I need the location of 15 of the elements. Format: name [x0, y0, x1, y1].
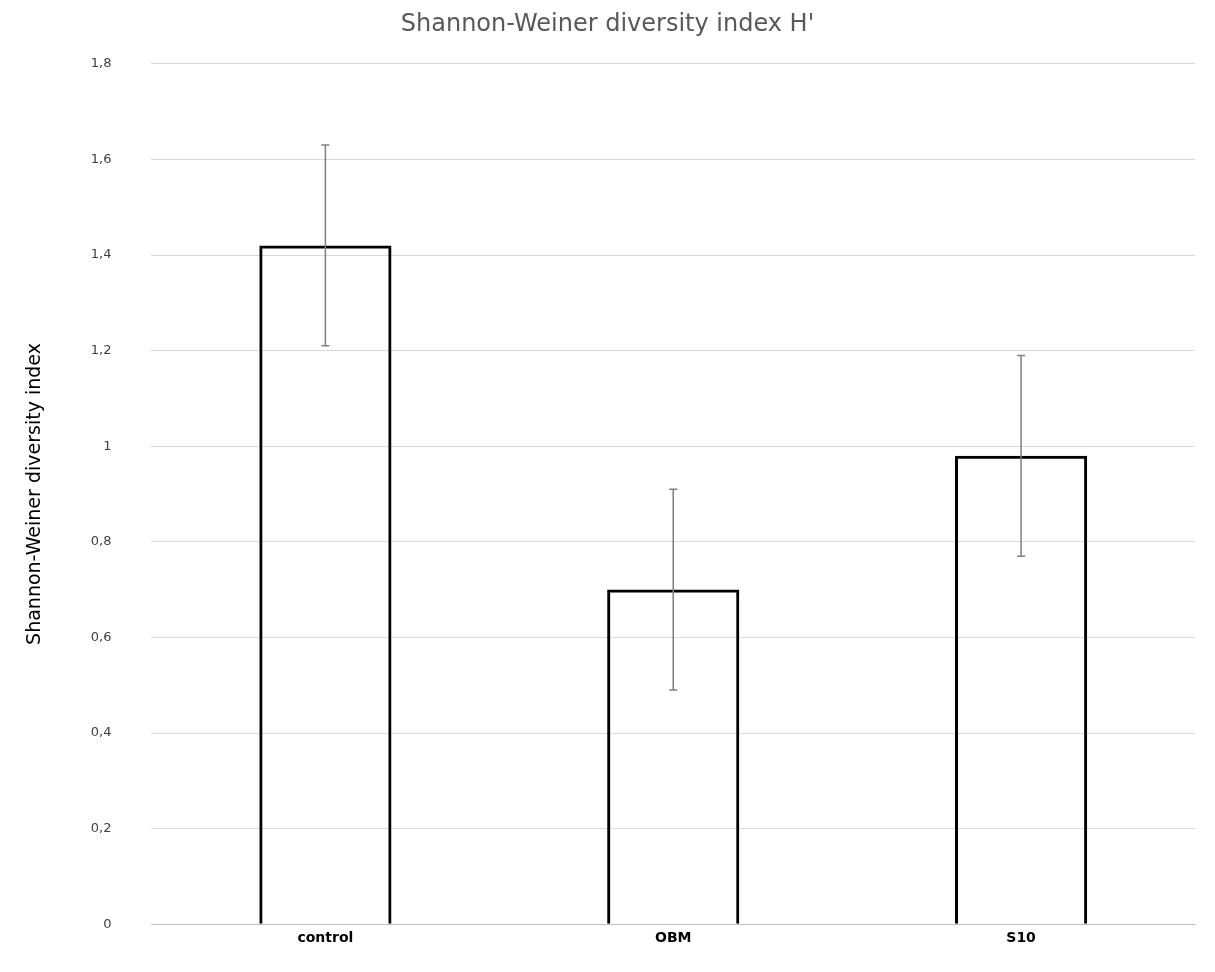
- x-tick-label: S10: [1006, 929, 1037, 946]
- y-tick-label: 1,4: [90, 246, 112, 262]
- y-tick-label: 1,8: [90, 55, 112, 71]
- x-tick-label: control: [297, 929, 354, 946]
- y-tick-label: 1,2: [90, 341, 112, 357]
- y-tick-label: 0: [103, 915, 112, 931]
- y-tick-label: 0,8: [90, 533, 112, 549]
- x-tick-label: OBM: [654, 929, 692, 946]
- chart-title: Shannon-Weiner diversity index H': [400, 8, 815, 37]
- y-tick-label: 0,4: [90, 724, 112, 740]
- y-tick-label: 0,6: [90, 628, 112, 644]
- y-tick-label: 1: [103, 437, 112, 453]
- y-tick-label: 0,2: [90, 819, 112, 835]
- y-tick-label: 1,6: [90, 150, 112, 166]
- y-axis-title: Shannon-Weiner diversity index: [22, 343, 45, 645]
